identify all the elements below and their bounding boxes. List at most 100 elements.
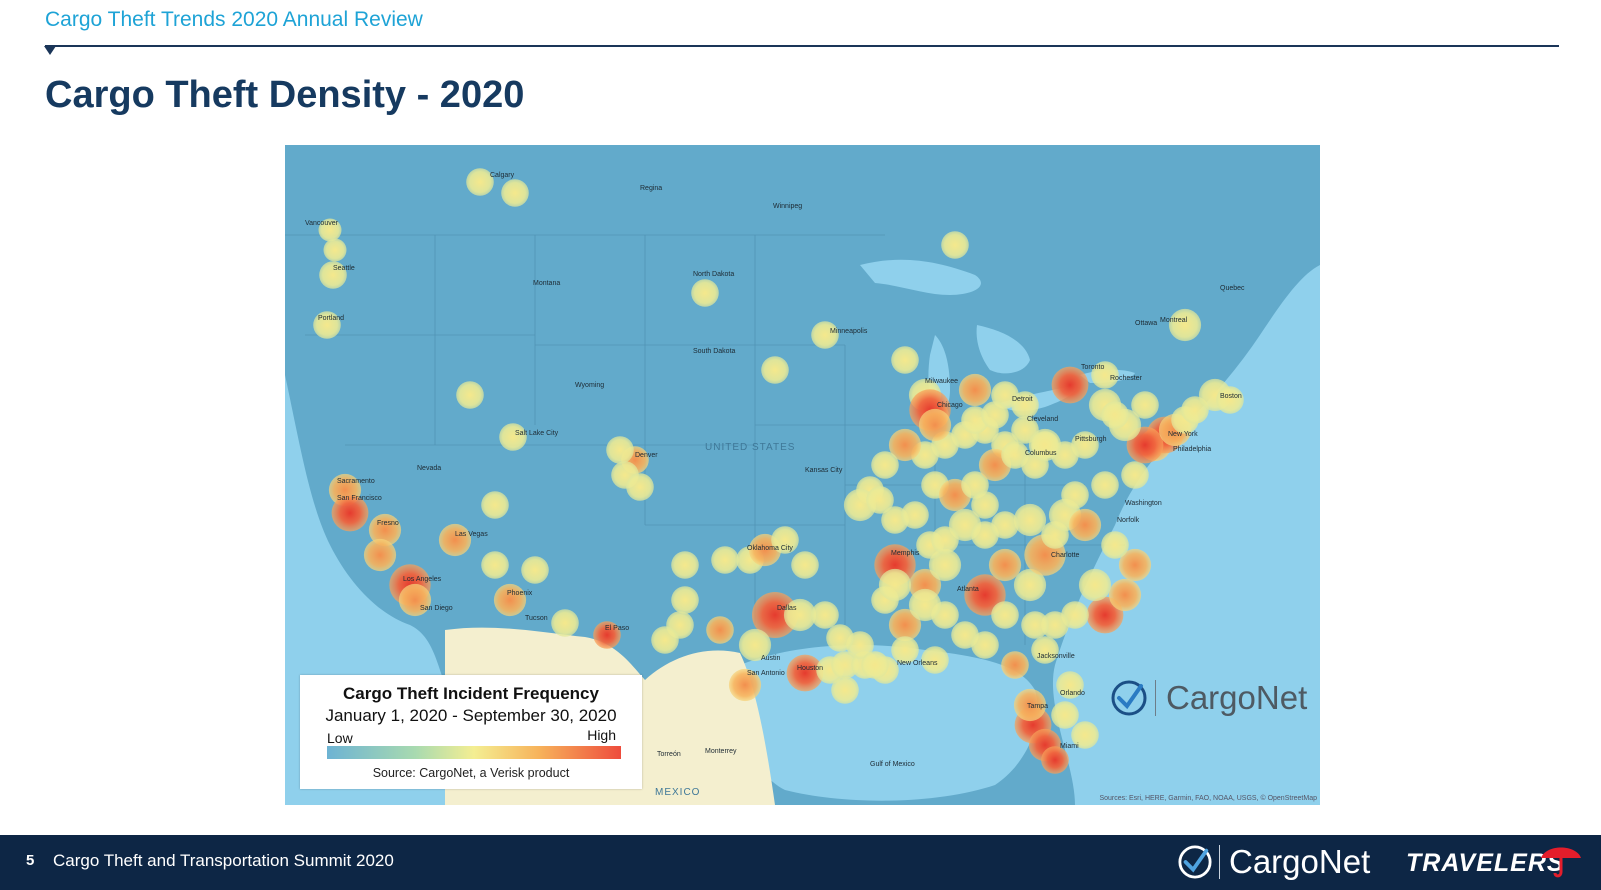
city-label: New Orleans (897, 660, 938, 667)
heat-point (988, 548, 1022, 582)
city-label: Pittsburgh (1075, 436, 1107, 443)
lake-superior (860, 259, 981, 295)
heat-point (493, 583, 527, 617)
heat-point (501, 179, 529, 207)
city-labels: Calgary Regina Winnipeg Vancouver Seattle Por… (305, 172, 1245, 798)
city-label: Houston (797, 665, 823, 672)
cargonet-check-icon (1178, 845, 1212, 879)
heat-point (1131, 391, 1159, 419)
heat-point (626, 473, 654, 501)
legend-subtitle: January 1, 2020 - September 30, 2020 (325, 706, 617, 725)
city-label: South Dakota (693, 348, 736, 355)
heat-point (981, 401, 1009, 429)
heat-point (931, 526, 959, 554)
heat-point (1101, 531, 1129, 559)
city-label: Memphis (891, 550, 920, 557)
city-label: Las Vegas (455, 531, 488, 538)
header-rule (45, 45, 1559, 47)
city-label: El Paso (605, 625, 629, 632)
city-label: Winnipeg (773, 203, 802, 210)
city-label: Detroit (1012, 396, 1033, 403)
heat-point (1051, 366, 1089, 404)
heat-point (1216, 386, 1244, 414)
heat-point (811, 601, 839, 629)
heat-point (891, 636, 919, 664)
heat-point (771, 526, 799, 554)
umbrella-icon (1541, 847, 1581, 878)
heat-point (521, 556, 549, 584)
heat-point (918, 408, 952, 442)
heat-point (466, 168, 494, 196)
map-legend: Cargo Theft Incident Frequency January 1… (300, 675, 642, 789)
city-label: San Diego (420, 605, 453, 612)
travelers-logo: TRAVELERS (1406, 849, 1565, 877)
heat-point (1101, 401, 1129, 429)
city-label: Charlotte (1051, 552, 1080, 559)
heat-point (691, 279, 719, 307)
city-label: Boston (1220, 393, 1242, 400)
heat-point (606, 436, 634, 464)
heat-point (323, 238, 347, 262)
heat-point (318, 218, 342, 242)
heat-point (866, 486, 894, 514)
city-label: Los Angeles (403, 576, 442, 583)
heat-point (499, 423, 527, 451)
heat-point (651, 626, 679, 654)
city-label: Vancouver (305, 220, 339, 227)
heat-point (1121, 461, 1149, 489)
city-label: Chicago (937, 402, 963, 409)
heat-point (831, 676, 859, 704)
heat-point (1001, 651, 1029, 679)
heat-point (438, 523, 472, 557)
city-label: Wyoming (575, 382, 604, 389)
incident-heat-points (313, 168, 1244, 774)
header-kicker: Cargo Theft Trends 2020 Annual Review (45, 8, 423, 31)
city-label: Monterrey (705, 748, 737, 755)
city-label: Torreón (657, 751, 681, 758)
heat-point (971, 631, 999, 659)
heat-point (368, 513, 402, 547)
city-label: North Dakota (693, 271, 734, 278)
heat-point (1118, 548, 1152, 582)
city-label: Quebec (1220, 285, 1245, 292)
map-cargonet-logo: CargoNet (1111, 673, 1307, 723)
city-label: Oklahoma City (747, 545, 793, 552)
city-label: New York (1168, 431, 1198, 438)
heat-point (671, 551, 699, 579)
heat-point (319, 261, 347, 289)
city-label: Ottawa (1135, 320, 1157, 327)
heat-point (941, 231, 969, 259)
heat-point (752, 592, 798, 638)
heat-point (1071, 721, 1099, 749)
summit-title: Cargo Theft and Transportation Summit 20… (53, 851, 394, 870)
cargonet-check-icon (1111, 680, 1147, 716)
legend-gradient-bar (327, 746, 621, 759)
heat-point (363, 538, 397, 572)
heat-point (1013, 503, 1047, 537)
city-label: Phoenix (507, 590, 533, 597)
city-label: MEXICO (655, 787, 700, 798)
city-label: Tucson (525, 615, 548, 622)
city-label: Sacramento (337, 478, 375, 485)
heat-point (861, 651, 889, 679)
city-label: Miami (1060, 743, 1079, 750)
heat-point (728, 668, 762, 702)
city-label: Orlando (1060, 690, 1085, 697)
heat-point (313, 311, 341, 339)
city-label: Calgary (490, 172, 515, 179)
heat-point (1068, 508, 1102, 542)
heat-point (811, 321, 839, 349)
heat-point (706, 616, 734, 644)
heat-point (738, 628, 772, 662)
heat-point (888, 608, 922, 642)
footer-cargonet-text: CargoNet (1229, 843, 1371, 880)
heat-point (891, 346, 919, 374)
heat-point (1041, 746, 1069, 774)
heat-point (921, 646, 949, 674)
heat-point (928, 548, 962, 582)
heat-point (1061, 481, 1089, 509)
heat-point (1091, 361, 1119, 389)
legend-high-label: High (587, 727, 616, 743)
heat-point (761, 356, 789, 384)
heat-point (791, 551, 819, 579)
